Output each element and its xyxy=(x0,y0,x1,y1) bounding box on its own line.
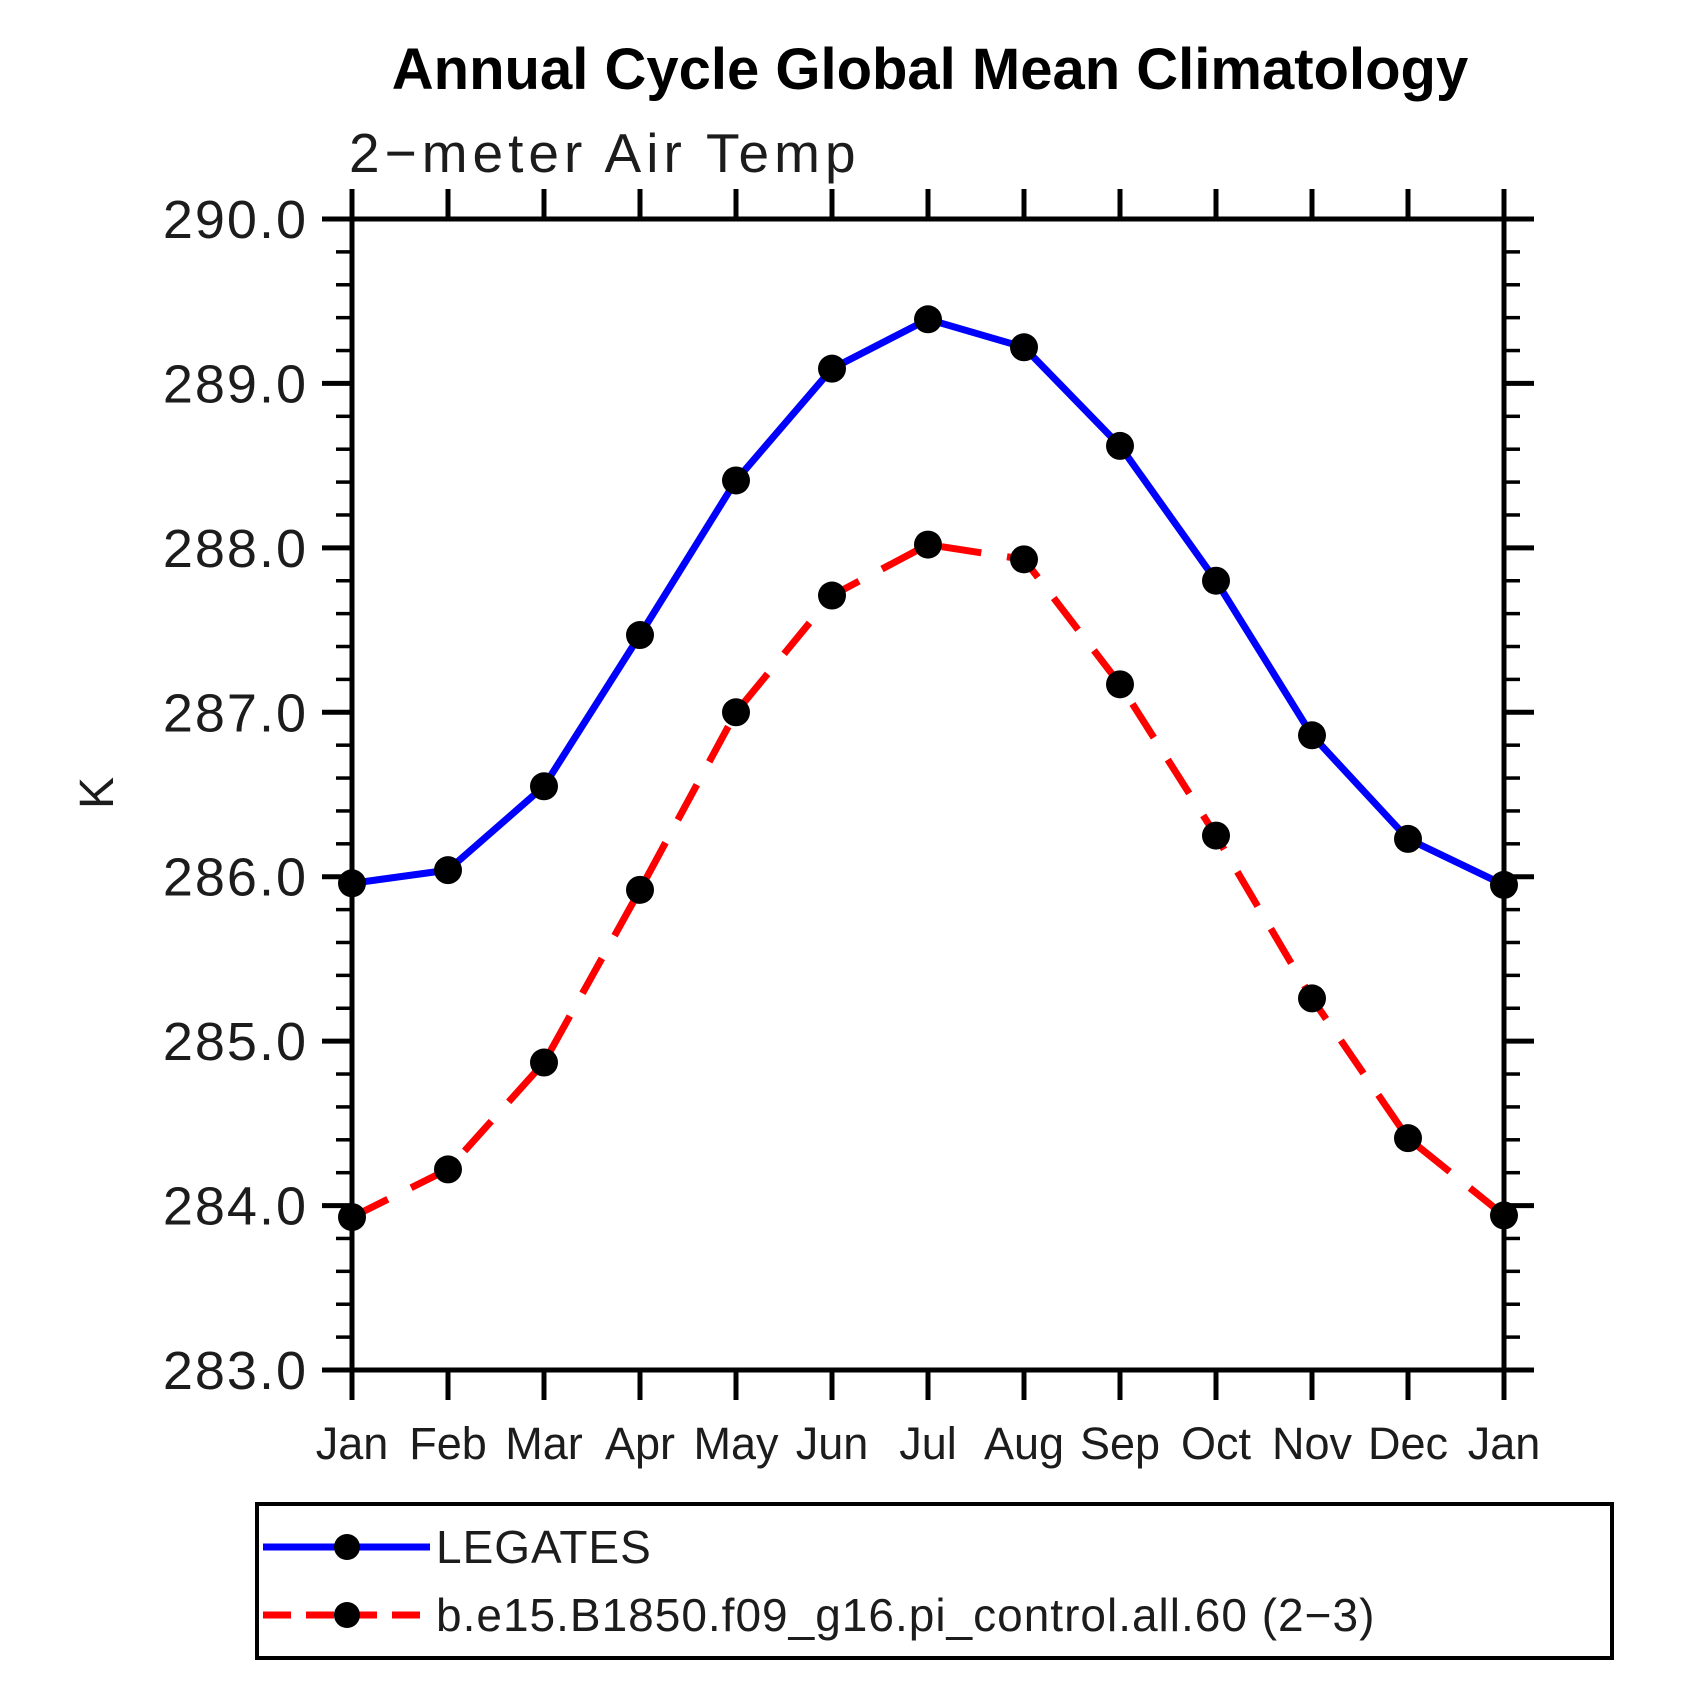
legend-marker-icon xyxy=(334,1534,360,1560)
data-series xyxy=(350,315,1507,1221)
data-point-marker xyxy=(338,869,366,898)
x-tick-label: Mar xyxy=(505,1418,583,1469)
x-tick-label: Jan xyxy=(1468,1418,1541,1469)
legend-box xyxy=(255,1502,1614,1660)
x-tick-labels: Jan Feb Mar Apr May Jun Jul Aug Sep Oct Nov Dec Jan xyxy=(316,1418,1541,1469)
data-point-marker xyxy=(1490,1201,1518,1230)
axis-ticks xyxy=(322,189,1534,1400)
y-tick-label: 283.0 xyxy=(163,1341,308,1401)
y-tick-label: 286.0 xyxy=(163,848,308,908)
x-tick-label: Aug xyxy=(984,1418,1064,1469)
data-markers xyxy=(338,305,1518,1232)
y-tick-labels: 290.0 289.0 288.0 287.0 286.0 285.0 284.0 283.0 xyxy=(163,190,308,1401)
data-point-marker xyxy=(434,1155,462,1184)
data-point-marker xyxy=(1202,566,1230,595)
data-point-marker xyxy=(722,466,750,495)
data-point-marker xyxy=(338,1203,366,1232)
y-tick-label: 287.0 xyxy=(163,683,308,743)
y-tick-label: 284.0 xyxy=(163,1177,308,1237)
data-point-marker xyxy=(818,354,846,383)
data-point-marker xyxy=(530,772,558,801)
data-point-marker xyxy=(530,1048,558,1077)
y-axis-title: K xyxy=(71,777,124,809)
y-tick-label: 290.0 xyxy=(163,190,308,250)
x-tick-label: Feb xyxy=(409,1418,487,1469)
x-tick-label: May xyxy=(693,1418,779,1469)
x-tick-label: Jan xyxy=(316,1418,389,1469)
legend-item-legates: LEGATES xyxy=(263,1521,652,1573)
legend-label-model: b.e15.B1850.f09_g16.pi_control.all.60 (2… xyxy=(436,1589,1375,1641)
data-point-marker xyxy=(818,581,846,610)
data-point-marker xyxy=(1010,545,1038,574)
data-point-marker xyxy=(1106,670,1134,699)
legend-item-model: b.e15.B1850.f09_g16.pi_control.all.60 (2… xyxy=(263,1589,1375,1641)
plot-frame xyxy=(349,216,1507,1373)
y-tick-label: 285.0 xyxy=(163,1012,308,1072)
x-tick-label: Jul xyxy=(899,1418,957,1469)
x-tick-label: Nov xyxy=(1272,1418,1353,1469)
x-tick-label: Oct xyxy=(1181,1418,1252,1469)
y-tick-label: 288.0 xyxy=(163,519,308,579)
data-point-marker xyxy=(1298,721,1326,750)
series-line xyxy=(351,315,1506,889)
y-tick-label: 289.0 xyxy=(163,354,308,414)
data-point-marker xyxy=(1490,870,1518,899)
x-tick-label: Sep xyxy=(1080,1418,1160,1469)
x-tick-label: Jun xyxy=(796,1418,869,1469)
data-point-marker xyxy=(1298,984,1326,1013)
data-point-marker xyxy=(1106,431,1134,460)
series-line xyxy=(350,541,1507,1221)
chart-title: Annual Cycle Global Mean Climatology xyxy=(392,37,1468,102)
legend-marker-icon xyxy=(334,1602,360,1628)
data-point-marker xyxy=(914,305,942,334)
legend: LEGATES b.e15.B1850.f09_g16.pi_control.a… xyxy=(255,1502,1614,1660)
data-point-marker xyxy=(1394,1124,1422,1153)
legend-label-legates: LEGATES xyxy=(436,1521,652,1573)
data-point-marker xyxy=(434,856,462,885)
data-point-marker xyxy=(1394,824,1422,853)
data-point-marker xyxy=(722,698,750,727)
x-tick-label: Apr xyxy=(605,1418,675,1469)
data-point-marker xyxy=(626,621,654,650)
data-point-marker xyxy=(1202,821,1230,850)
data-point-marker xyxy=(626,875,654,904)
x-tick-label: Dec xyxy=(1368,1418,1448,1469)
data-point-marker xyxy=(1010,333,1038,362)
chart-subtitle: 2−meter Air Temp xyxy=(349,122,861,184)
data-point-marker xyxy=(914,530,942,559)
